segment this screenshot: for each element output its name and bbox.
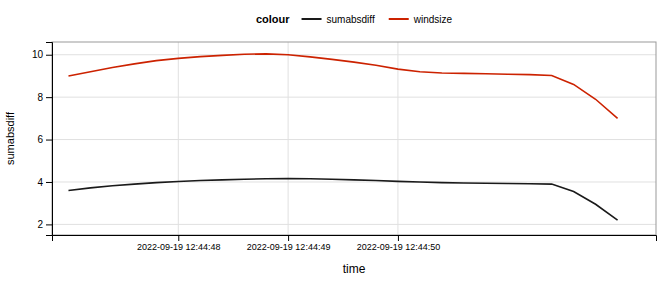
grid-line — [52, 97, 656, 98]
legend-entry: sumabsdiff — [327, 14, 375, 25]
grid-line — [288, 42, 289, 235]
grid-line — [52, 139, 656, 140]
x-tick-mark — [288, 235, 289, 241]
x-tick: 2022-09-19 12:44:50 — [357, 235, 441, 252]
series-line — [68, 179, 617, 221]
y-axis-line — [46, 43, 53, 236]
chart: 2022-09-19 12:44:48 2022-09-19 12:44:49 20… — [0, 0, 672, 281]
grid-line — [178, 42, 179, 235]
x-tick-label: 2022-09-19 12:44:48 — [137, 242, 221, 252]
lines — [68, 54, 617, 220]
x-tick: 2022-09-19 12:44:48 — [137, 235, 221, 252]
series-line — [68, 54, 617, 118]
y-tick-label: 8 — [37, 92, 43, 103]
y-axis-label: sumabsdiff — [4, 111, 16, 165]
y-tick-label: 2 — [37, 219, 43, 230]
x-axis-label: time — [343, 262, 366, 276]
plot: 2022-09-19 12:44:48 2022-09-19 12:44:49 20… — [32, 42, 657, 252]
y-tick-label: 4 — [37, 177, 43, 188]
legend: colour sumabsdiff windsize — [256, 13, 453, 25]
x-tick-mark — [398, 235, 399, 241]
grid-line — [52, 181, 656, 182]
y-tick: 6 — [37, 134, 52, 145]
y-tick-label: 10 — [32, 49, 44, 60]
x-tick-label: 2022-09-19 12:44:49 — [247, 242, 331, 252]
plot-frame — [52, 42, 656, 235]
legend-swatch — [389, 18, 409, 20]
x-axis-line — [53, 236, 657, 242]
x-tick-mark — [178, 235, 179, 241]
x-tick-label: 2022-09-19 12:44:50 — [357, 242, 441, 252]
grid-line — [52, 54, 656, 55]
y-tick: 10 — [32, 49, 52, 60]
legend-entry: windsize — [413, 14, 453, 25]
y-tick: 4 — [37, 177, 52, 188]
grid — [52, 42, 656, 235]
legend-title: colour — [256, 13, 290, 25]
y-tick-mark — [46, 182, 52, 183]
y-tick-mark — [46, 97, 52, 98]
y-tick: 2 — [37, 219, 52, 230]
grid-line — [397, 42, 398, 235]
grid-line — [52, 224, 656, 225]
x-axis: 2022-09-19 12:44:48 2022-09-19 12:44:49 20… — [53, 235, 657, 252]
y-tick-mark — [46, 140, 52, 141]
x-tick: 2022-09-19 12:44:49 — [247, 235, 331, 252]
legend-swatch — [302, 18, 322, 20]
y-tick-mark — [46, 224, 52, 225]
y-tick-mark — [46, 55, 52, 56]
y-tick-label: 6 — [37, 134, 43, 145]
y-axis: 2 4 6 8 10 — [32, 43, 53, 236]
y-tick: 8 — [37, 92, 52, 103]
